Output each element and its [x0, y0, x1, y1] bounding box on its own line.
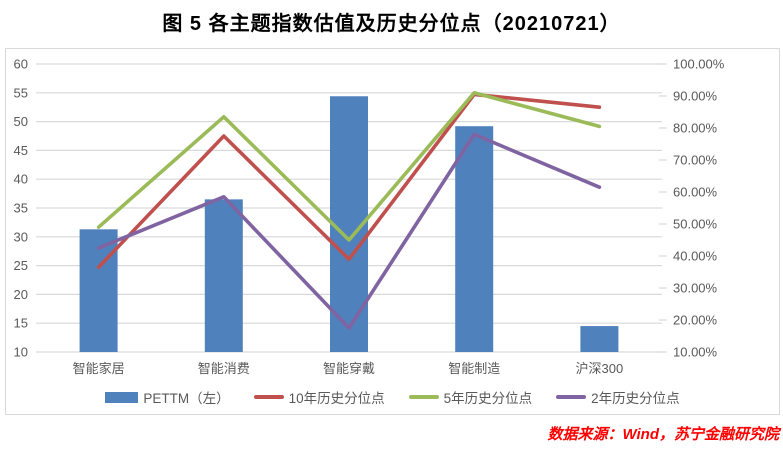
- left-axis-tick-label: 25: [14, 258, 28, 273]
- left-axis-tick-label: 10: [14, 345, 28, 360]
- chart-title: 图 5 各主题指数估值及历史分位点（20210721）: [162, 13, 621, 35]
- left-axis-tick-label: 45: [14, 143, 28, 158]
- legend-item-2y-percentile: 2年历史分位点: [556, 387, 680, 407]
- legend: PETTM（左） 10年历史分位点 5年历史分位点 2年历史分位点: [6, 387, 779, 407]
- legend-swatch-2y-line: [556, 395, 587, 399]
- legend-swatch-10y-line: [253, 395, 284, 399]
- right-axis-tick-label: 60.00%: [673, 185, 718, 200]
- category-label: 智能家居: [73, 361, 125, 376]
- right-axis-tick-label: 90.00%: [673, 89, 718, 104]
- category-label: 智能穿戴: [323, 361, 375, 376]
- left-axis-tick-label: 35: [14, 201, 28, 216]
- legend-item-pettm: PETTM（左）: [105, 387, 230, 407]
- left-axis-tick-label: 20: [14, 287, 28, 302]
- left-axis-tick-label: 30: [14, 229, 28, 244]
- legend-item-10y-percentile: 10年历史分位点: [253, 387, 385, 407]
- right-axis-tick-label: 20.00%: [673, 313, 718, 328]
- category-label: 智能制造: [448, 361, 500, 376]
- line-series-1: [96, 90, 602, 242]
- right-axis-tick-label: 100.00%: [673, 57, 725, 72]
- chart-frame: 60 55 50 45 40 35 30 25 20 15 10 100.00% 90.00% 80.00…: [5, 48, 780, 415]
- legend-item-5y-percentile: 5年历史分位点: [408, 387, 533, 407]
- right-axis-tick-label: 40.00%: [673, 249, 718, 264]
- right-axis-tick-label: 80.00%: [673, 121, 718, 136]
- legend-swatch-5y-line: [408, 395, 439, 399]
- category-label: 智能消费: [198, 361, 250, 376]
- right-axis-tick-label: 10.00%: [673, 345, 718, 360]
- right-axis-tick-label: 30.00%: [673, 281, 718, 296]
- left-axis-tick-label: 60: [14, 57, 28, 72]
- right-axis-tick-label: 70.00%: [673, 153, 718, 168]
- legend-label-10y-percentile: 10年历史分位点: [288, 391, 385, 406]
- plot-svg: 60 55 50 45 40 35 30 25 20 15 10 100.00% 90.00% 80.00…: [14, 57, 725, 377]
- bar-series-column: [204, 199, 243, 352]
- legend-swatch-pettm-bar: [105, 391, 139, 403]
- left-axis-tick-label: 40: [14, 172, 28, 187]
- left-axis-tick-label: 50: [14, 114, 28, 129]
- right-axis-tick-label: 50.00%: [673, 217, 718, 232]
- left-axis-tick-label: 55: [14, 85, 28, 100]
- legend-label-pettm: PETTM（左）: [143, 391, 230, 406]
- legend-label-5y-percentile: 5年历史分位点: [443, 391, 533, 406]
- category-label: 沪深300: [576, 361, 624, 376]
- legend-label-2y-percentile: 2年历史分位点: [591, 391, 680, 406]
- bar-series-column: [455, 126, 494, 352]
- left-axis-tick-label: 15: [14, 316, 28, 331]
- data-source-note: 数据来源：Wind，苏宁金融研究院: [547, 426, 779, 443]
- line-series-0: [96, 92, 602, 269]
- bar-series-column: [580, 326, 619, 352]
- line-series-2: [96, 132, 602, 330]
